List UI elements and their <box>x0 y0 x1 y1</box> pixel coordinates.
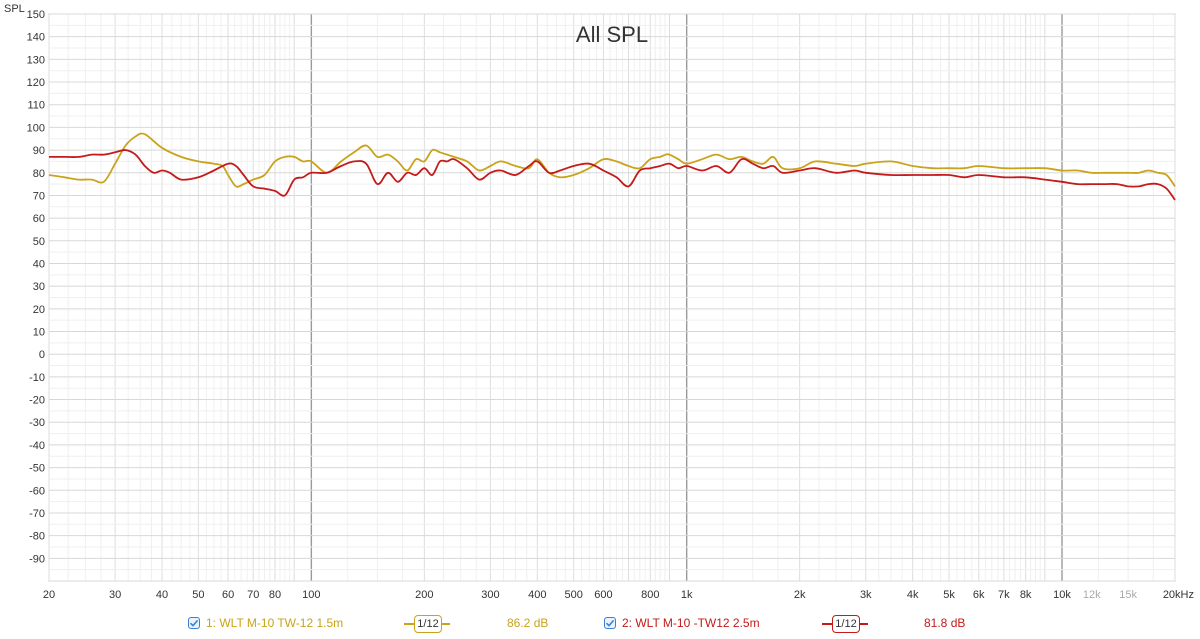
x-tick-label: 400 <box>528 589 546 601</box>
series-line-2[interactable] <box>49 149 1176 201</box>
series-lines[interactable] <box>48 132 1176 201</box>
y-tick-label: -40 <box>29 440 45 452</box>
x-tick-label: 60 <box>222 589 234 601</box>
y-tick-label: 70 <box>33 190 45 202</box>
x-tick-label: 12k <box>1083 589 1101 601</box>
series-1-name: 1: WLT M-10 TW-12 1.5m <box>206 616 344 630</box>
y-axis-label: SPL <box>4 3 25 15</box>
y-tick-label: 40 <box>33 258 45 270</box>
x-tick-label: 70 <box>247 589 259 601</box>
x-tick-label: 6k <box>973 589 985 601</box>
series-2-smoothing[interactable]: 1/12 <box>822 614 868 634</box>
x-tick-label: 30 <box>109 589 121 601</box>
x-tick-label: 10k <box>1053 589 1071 601</box>
series-1-smoothing[interactable]: 1/12 <box>404 614 450 634</box>
y-tick-label: -30 <box>29 417 45 429</box>
legend-item-series-2[interactable]: 2: WLT M-10 -TW12 2.5m <box>604 616 760 630</box>
y-tick-label: -80 <box>29 531 45 543</box>
legend-item-series-1[interactable]: 1: WLT M-10 TW-12 1.5m <box>188 616 343 630</box>
x-tick-label: 40 <box>156 589 168 601</box>
x-tick-label: 200 <box>415 589 433 601</box>
series-1-level: 86.2 dB <box>507 616 549 630</box>
x-tick-label: 5k <box>943 589 955 601</box>
y-tick-label: 120 <box>27 77 45 89</box>
x-tick-label: 4k <box>907 589 919 601</box>
y-tick-label: 20 <box>33 304 45 316</box>
y-tick-label: -70 <box>29 508 45 520</box>
x-tick-label: 8k <box>1020 589 1032 601</box>
y-tick-label: -90 <box>29 553 45 565</box>
series-1-smoothing-label: 1/12 <box>414 615 442 633</box>
x-tick-label: 50 <box>192 589 204 601</box>
x-tick-label: 3k <box>860 589 872 601</box>
y-tick-label: 10 <box>33 327 45 339</box>
x-tick-label: 20kHz <box>1163 589 1194 601</box>
x-tick-label: 800 <box>641 589 659 601</box>
y-tick-label: 50 <box>33 236 45 248</box>
y-tick-label: -20 <box>29 395 45 407</box>
x-tick-label: 7k <box>998 589 1010 601</box>
y-tick-label: 60 <box>33 213 45 225</box>
y-tick-label: 100 <box>27 122 45 134</box>
y-tick-label: 30 <box>33 281 45 293</box>
series-2-smoothing-label: 1/12 <box>832 615 860 633</box>
x-axis-ticks: 20 30 40 50 60 70 80 100 200 300 400 500 600 800 1k 2k 3… <box>43 589 1194 601</box>
series-2-name: 2: WLT M-10 -TW12 2.5m <box>622 616 760 630</box>
chart-title: All SPL <box>576 22 648 47</box>
legend: 1: WLT M-10 TW-12 1.5m 1/12 86.2 dB 2: W… <box>0 612 1200 638</box>
x-tick-label: 600 <box>594 589 612 601</box>
chart-grid <box>48 13 1176 582</box>
x-tick-label: 20 <box>43 589 55 601</box>
y-tick-label: 140 <box>27 32 45 44</box>
y-tick-label: -10 <box>29 372 45 384</box>
y-tick-label: 150 <box>27 9 45 21</box>
series-1-checkbox[interactable] <box>188 617 200 629</box>
y-tick-label: 110 <box>27 100 45 112</box>
x-tick-label: 1k <box>681 589 693 601</box>
series-line-1[interactable] <box>48 132 1176 188</box>
spl-chart[interactable]: 1501401301201101009080706050403020100-10… <box>0 0 1200 610</box>
y-axis-ticks: 1501401301201101009080706050403020100-10… <box>27 9 45 565</box>
y-tick-label: 90 <box>33 145 45 157</box>
x-tick-label: 500 <box>565 589 583 601</box>
series-2-level: 81.8 dB <box>924 616 966 630</box>
y-tick-label: 0 <box>39 349 45 361</box>
x-tick-label: 300 <box>481 589 499 601</box>
x-tick-label: 100 <box>302 589 320 601</box>
x-tick-label: 15k <box>1119 589 1137 601</box>
y-tick-label: 80 <box>33 168 45 180</box>
y-tick-label: -60 <box>29 485 45 497</box>
x-tick-label: 80 <box>269 589 281 601</box>
x-tick-label: 2k <box>794 589 806 601</box>
series-2-checkbox[interactable] <box>604 617 616 629</box>
y-tick-label: 130 <box>27 54 45 66</box>
y-tick-label: -50 <box>29 463 45 475</box>
